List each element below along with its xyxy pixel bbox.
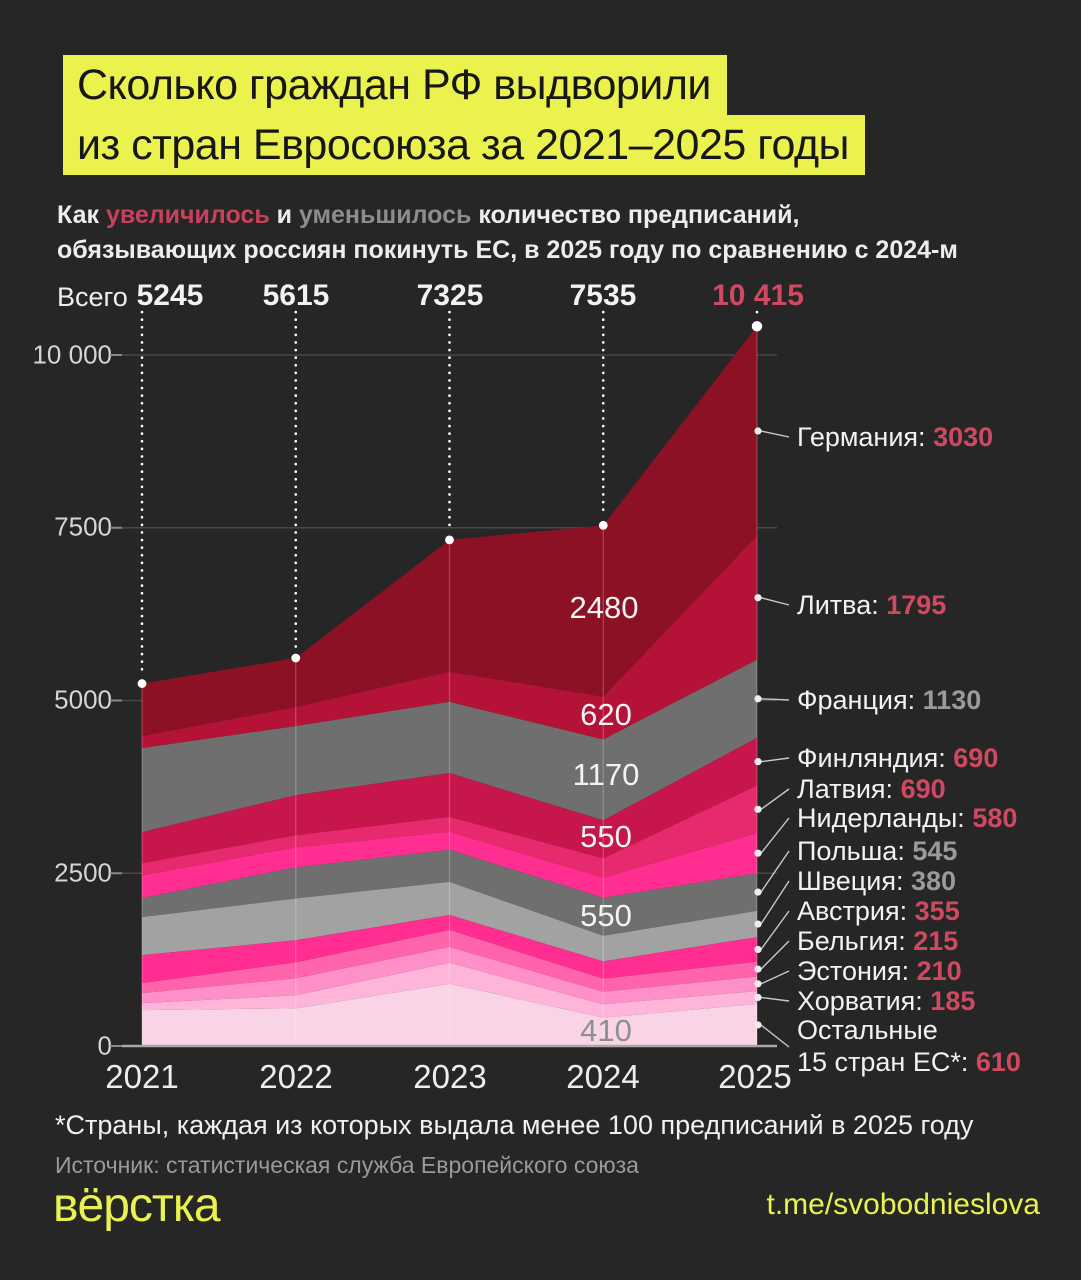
- legend-item-germany: Германия: 3030: [797, 422, 994, 452]
- legend-item-croatia: Хорватия: 185: [797, 986, 976, 1016]
- title-line-1: Сколько граждан РФ выдворили: [63, 55, 727, 115]
- band-value-others-2024: 410: [580, 1013, 632, 1048]
- total-2022: 5615: [262, 279, 330, 312]
- band-value-poland-2024: 550: [580, 898, 632, 933]
- word-decrease: уменьшилось: [298, 201, 472, 229]
- word-increase: увеличилось: [105, 201, 270, 229]
- y-tick-0: 0: [97, 1030, 112, 1061]
- band-value-france-2024: 1170: [572, 757, 640, 792]
- x-tick-2023: 2023: [413, 1058, 487, 1095]
- legend-item-belgium: Бельгия: 215: [797, 926, 959, 956]
- legend-item-austria: Австрия: 355: [797, 896, 960, 926]
- x-tick-2025: 2025: [718, 1058, 792, 1095]
- brand-logo: вёрстка: [53, 1179, 221, 1232]
- band-value-lithuania-2024: 620: [580, 697, 632, 732]
- legend-item-netherlands: Нидерланды: 580: [797, 803, 1018, 833]
- footnote: *Страны, каждая из которых выдала менее …: [55, 1110, 974, 1140]
- total-2025: 10 415: [712, 279, 804, 312]
- band-value-finland-2024: 550: [580, 819, 632, 854]
- legend-item-sweden: Швеция: 380: [797, 866, 957, 896]
- y-tick-7500: 7500: [54, 511, 112, 542]
- y-tick-5000: 5000: [54, 684, 112, 715]
- totals-label: Всего: [57, 282, 128, 312]
- total-2024: 7535: [569, 279, 637, 312]
- legend-item-others: Остальные 15 стран ЕС*: 610: [797, 1015, 1021, 1077]
- telegram-link[interactable]: t.me/svobodnieslova: [766, 1188, 1041, 1221]
- legend-item-poland: Польша: 545: [797, 836, 958, 866]
- subtitle-line-2: обязывающих россиян покинуть ЕС, в 2025 …: [57, 236, 958, 264]
- legend-item-france: Франция: 1130: [797, 685, 982, 715]
- source-note: Источник: статистическая служба Европейс…: [55, 1152, 639, 1178]
- title-line-2: из стран Евросоюза за 2021–2025 годы: [63, 115, 865, 175]
- x-tick-2022: 2022: [259, 1058, 333, 1095]
- y-tick-10000: 10 000: [32, 339, 112, 370]
- subtitle: Как увеличилось и уменьшилось количество…: [57, 198, 958, 268]
- legend-item-estonia: Эстония: 210: [797, 956, 962, 986]
- band-value-germany-2024: 2480: [569, 590, 639, 625]
- legend-item-lithuania: Литва: 1795: [797, 590, 947, 620]
- subtitle-line-1: Как увеличилось и уменьшилось количество…: [57, 201, 800, 229]
- page-title: Сколько граждан РФ выдворили из стран Ев…: [63, 55, 865, 175]
- total-2023: 7325: [416, 279, 484, 312]
- x-tick-2024: 2024: [566, 1058, 640, 1095]
- y-tick-2500: 2500: [54, 857, 112, 888]
- legend-item-finland: Финляндия: 690: [797, 743, 999, 773]
- legend-item-latvia: Латвия: 690: [797, 774, 946, 804]
- total-2021: 5245: [136, 279, 204, 312]
- x-tick-2021: 2021: [105, 1058, 179, 1095]
